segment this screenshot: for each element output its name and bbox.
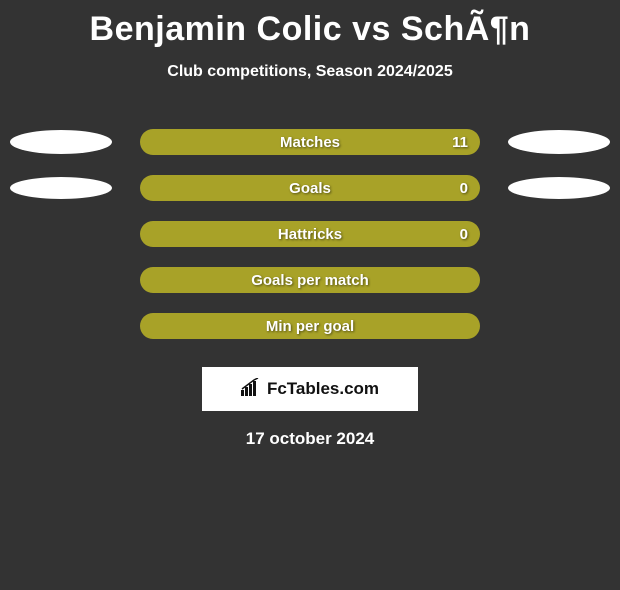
stat-bar: Goals 0 [140, 175, 480, 201]
side-ellipse [508, 177, 610, 199]
stat-row: Hattricks 0 [0, 211, 620, 257]
stat-row: Min per goal [0, 303, 620, 349]
stat-bar: Matches 11 [140, 129, 480, 155]
stat-bar: Min per goal [140, 313, 480, 339]
side-ellipse [10, 130, 112, 154]
stat-label: Hattricks [278, 226, 342, 243]
side-ellipse [10, 177, 112, 199]
stat-row: Goals per match [0, 257, 620, 303]
stat-rows: Matches 11 Goals 0 Hattricks 0 Goals per match… [0, 119, 620, 349]
logo-box: FcTables.com [202, 367, 418, 411]
page-subtitle: Club competitions, Season 2024/2025 [0, 63, 620, 81]
stat-bar: Hattricks 0 [140, 221, 480, 247]
side-ellipse [508, 130, 610, 154]
logo-text: FcTables.com [267, 379, 379, 399]
stat-label: Goals per match [251, 272, 369, 289]
stat-label: Goals [289, 180, 331, 197]
stat-label: Matches [280, 134, 340, 151]
bar-chart-icon [241, 378, 263, 401]
stat-value: 0 [460, 226, 468, 243]
stat-label: Min per goal [266, 318, 354, 335]
date-text: 17 october 2024 [0, 429, 620, 449]
page-title: Benjamin Colic vs SchÃ¶n [0, 10, 620, 49]
logo: FcTables.com [241, 378, 379, 401]
stat-bar: Goals per match [140, 267, 480, 293]
stat-value: 11 [452, 134, 468, 151]
stat-value: 0 [460, 180, 468, 197]
